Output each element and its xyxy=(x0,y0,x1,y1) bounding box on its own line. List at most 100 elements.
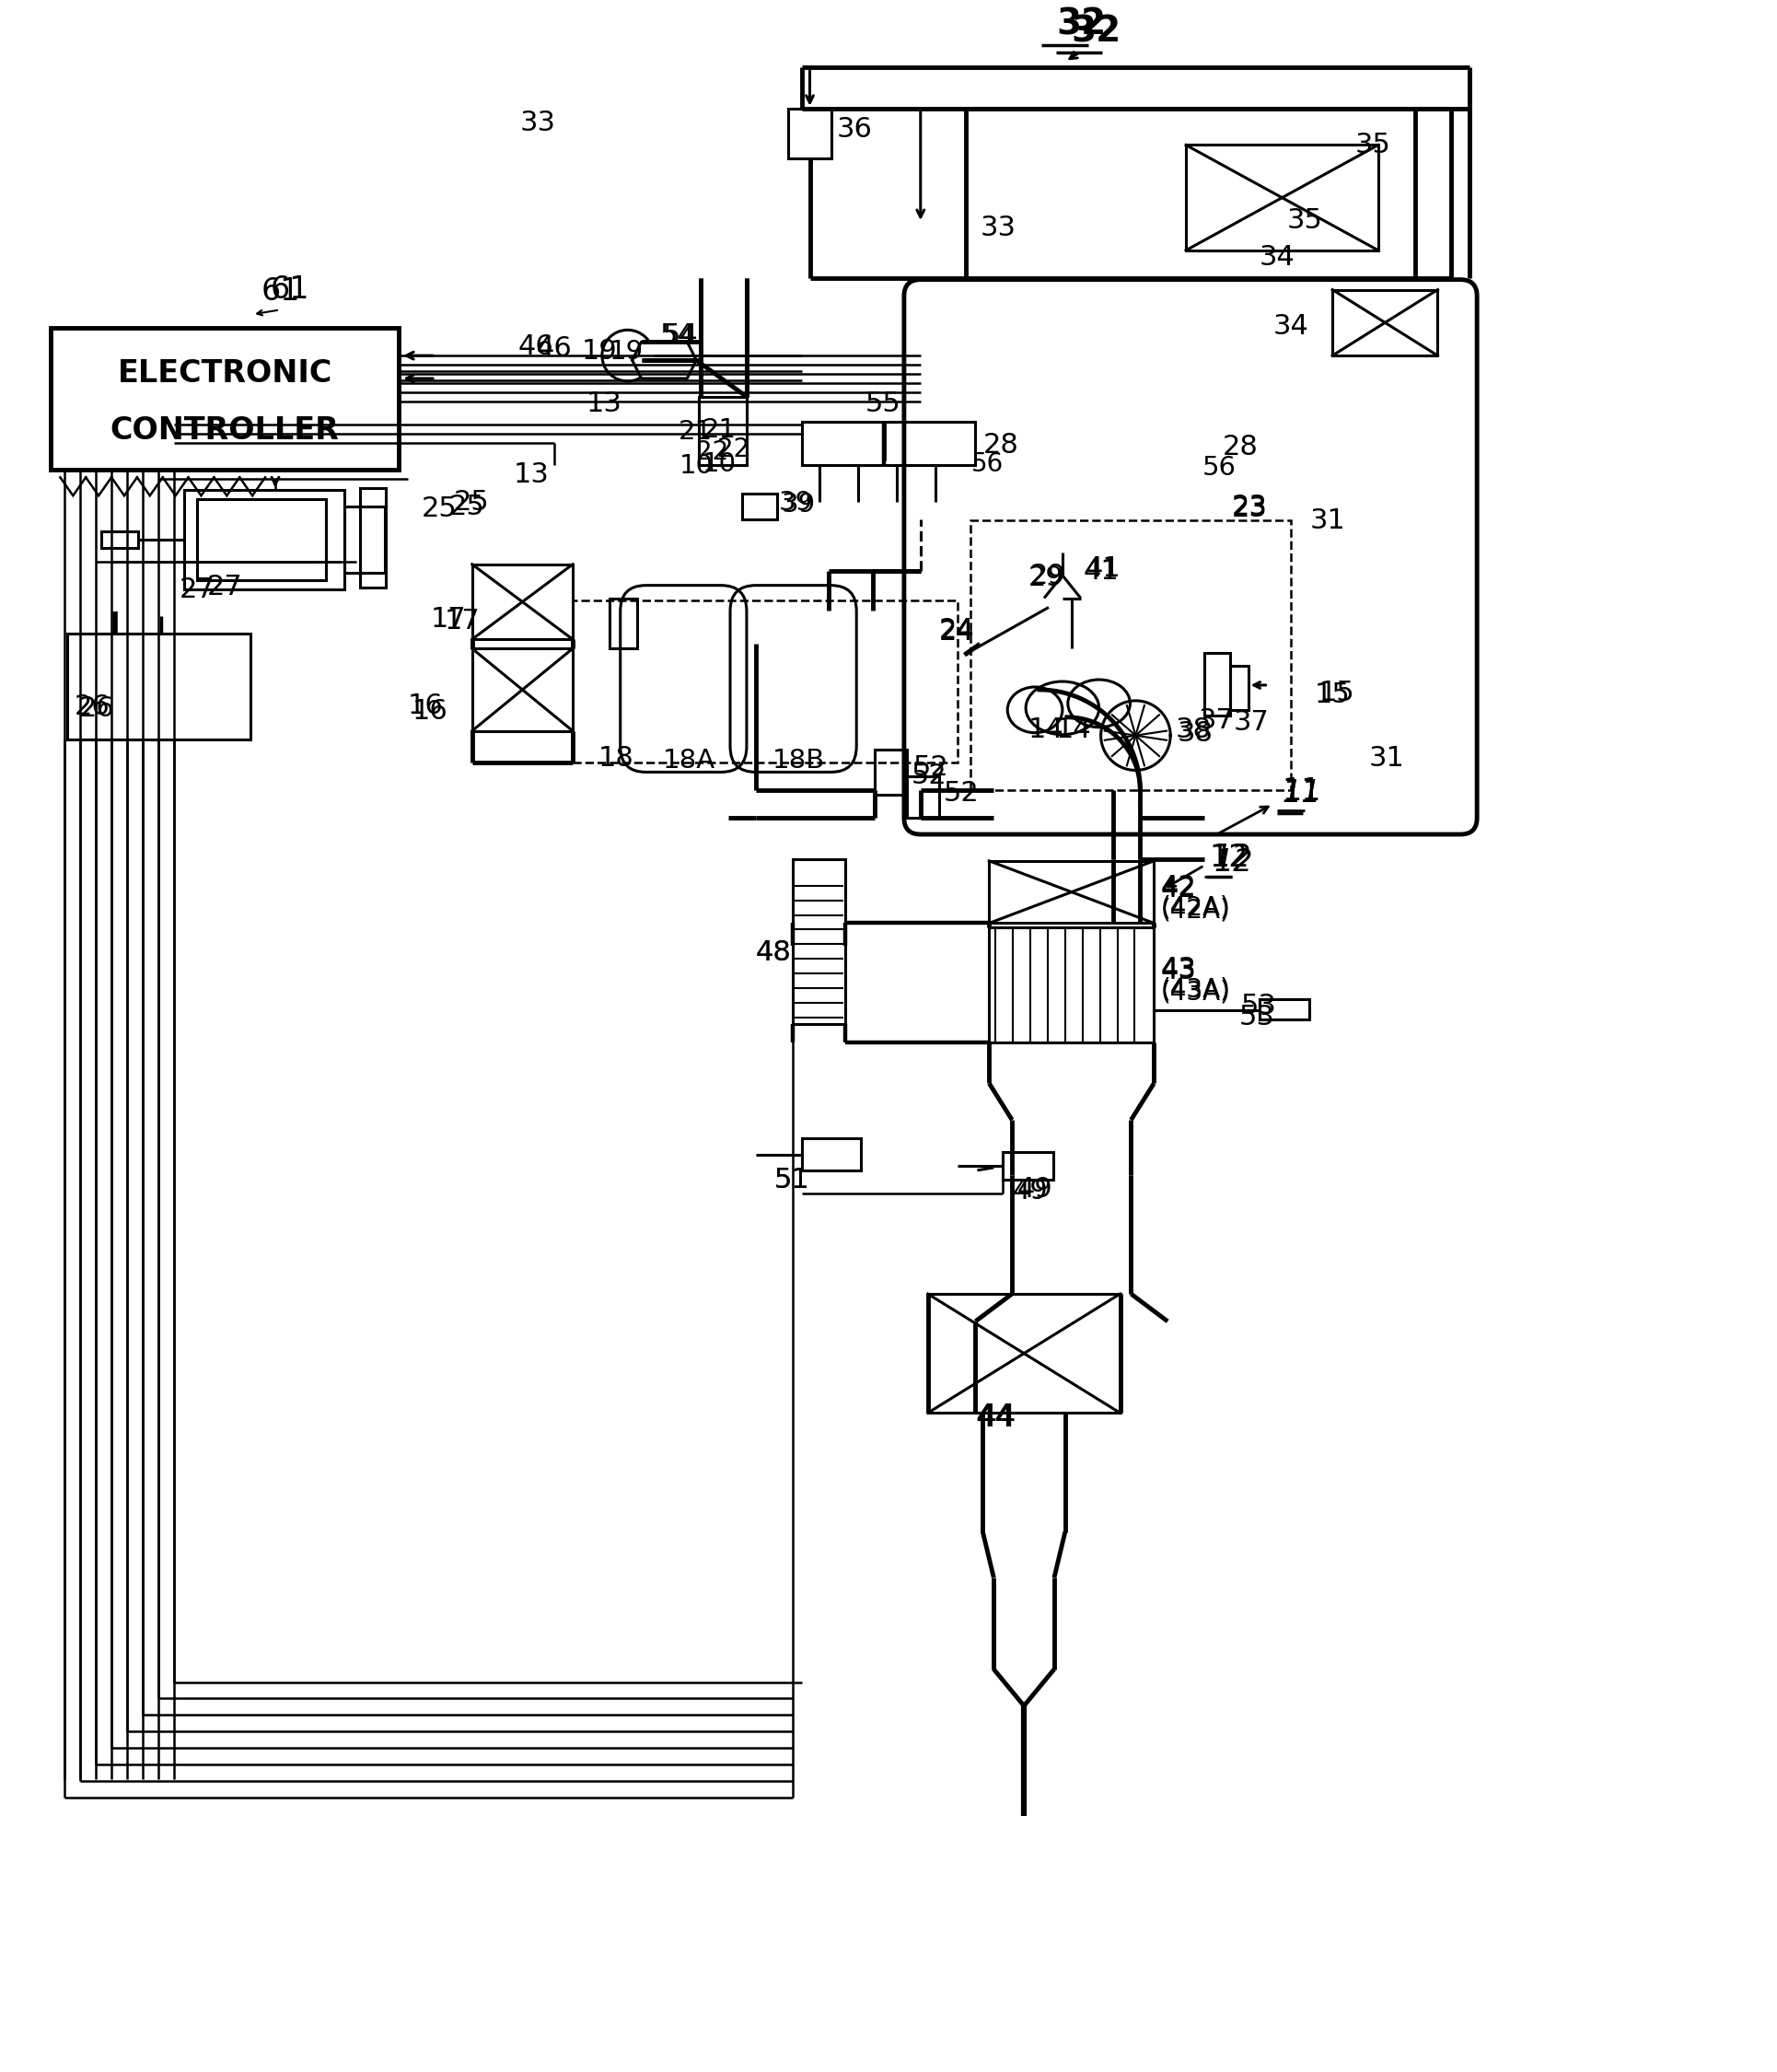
Bar xyxy=(183,491,343,588)
Text: 38: 38 xyxy=(1175,717,1210,742)
Text: 11: 11 xyxy=(1281,779,1320,808)
Bar xyxy=(101,530,139,547)
Bar xyxy=(988,860,1153,924)
Text: 33: 33 xyxy=(979,215,1015,240)
Text: 34: 34 xyxy=(1258,244,1294,271)
Text: 54: 54 xyxy=(663,323,698,350)
Text: 51: 51 xyxy=(773,1167,809,1193)
Bar xyxy=(610,599,636,649)
Text: 22: 22 xyxy=(697,439,729,466)
Bar xyxy=(801,421,976,466)
Text: 26: 26 xyxy=(78,694,114,721)
Text: 52: 52 xyxy=(912,762,947,789)
Bar xyxy=(1331,290,1438,356)
Text: 25: 25 xyxy=(453,489,489,516)
Text: 54: 54 xyxy=(659,323,695,350)
Text: 27: 27 xyxy=(179,576,215,603)
Text: (42A): (42A) xyxy=(1160,897,1230,924)
Text: 24: 24 xyxy=(938,617,974,644)
Text: 61: 61 xyxy=(261,278,300,307)
Text: 12: 12 xyxy=(1208,843,1247,872)
Text: 12: 12 xyxy=(1210,843,1249,872)
Text: 22: 22 xyxy=(716,437,750,462)
Text: 32: 32 xyxy=(1056,6,1105,41)
Text: 17: 17 xyxy=(444,607,480,634)
Text: 29: 29 xyxy=(1031,562,1066,588)
Text: 56: 56 xyxy=(970,452,1002,477)
Text: 33: 33 xyxy=(519,110,554,137)
Polygon shape xyxy=(633,342,697,379)
Bar xyxy=(572,601,956,762)
Bar xyxy=(741,493,777,520)
Text: 43: 43 xyxy=(1160,955,1196,982)
Text: 17: 17 xyxy=(430,607,466,632)
Text: 14: 14 xyxy=(1029,717,1064,742)
Text: 23: 23 xyxy=(1231,493,1267,520)
Text: 15: 15 xyxy=(1319,680,1354,707)
Bar xyxy=(52,327,398,470)
Text: ELECTRONIC: ELECTRONIC xyxy=(117,358,332,390)
Bar xyxy=(361,489,386,586)
Text: 24: 24 xyxy=(938,620,974,646)
Text: 42: 42 xyxy=(1160,874,1196,899)
Text: 18A: 18A xyxy=(663,748,714,775)
Text: 52: 52 xyxy=(944,781,979,806)
Bar xyxy=(970,520,1290,789)
Text: 38: 38 xyxy=(1176,719,1212,746)
Bar xyxy=(965,108,1450,278)
Text: 19: 19 xyxy=(610,340,643,365)
Text: 41: 41 xyxy=(1084,555,1120,582)
Bar xyxy=(343,508,386,572)
Bar xyxy=(787,108,832,160)
Text: 16: 16 xyxy=(407,692,444,719)
Text: 18: 18 xyxy=(599,746,634,773)
Text: 53: 53 xyxy=(1239,1003,1274,1030)
Bar xyxy=(473,564,572,640)
Text: 46: 46 xyxy=(537,336,572,363)
Text: 25: 25 xyxy=(450,493,485,520)
Text: 48: 48 xyxy=(755,939,791,966)
Text: 41: 41 xyxy=(1082,557,1118,584)
Bar xyxy=(1002,1152,1052,1179)
Bar xyxy=(874,750,906,796)
Text: (42A): (42A) xyxy=(1160,895,1230,920)
Text: 32: 32 xyxy=(1072,15,1121,50)
Text: 34: 34 xyxy=(1272,313,1308,340)
Text: 49: 49 xyxy=(1016,1175,1052,1202)
Text: 28: 28 xyxy=(1223,435,1258,460)
Text: 39: 39 xyxy=(782,491,816,518)
Bar xyxy=(698,396,746,466)
Text: 49: 49 xyxy=(1011,1177,1047,1204)
Text: 44: 44 xyxy=(976,1403,1015,1434)
Text: 35: 35 xyxy=(1354,133,1390,160)
Text: 56: 56 xyxy=(1201,456,1235,481)
Text: 29: 29 xyxy=(1029,564,1064,591)
Text: 13: 13 xyxy=(514,462,549,489)
Bar xyxy=(1185,145,1377,251)
Text: 18B: 18B xyxy=(771,748,825,775)
Text: 27: 27 xyxy=(206,574,242,601)
Text: 39: 39 xyxy=(778,489,812,516)
Bar xyxy=(68,634,251,740)
Text: 61: 61 xyxy=(270,276,309,305)
Text: 11: 11 xyxy=(1281,777,1320,806)
Text: 55: 55 xyxy=(865,390,901,416)
Text: 31: 31 xyxy=(1310,508,1345,535)
Text: 21: 21 xyxy=(679,419,713,443)
Text: 46: 46 xyxy=(517,334,553,361)
Bar xyxy=(988,928,1153,1042)
Text: (43A): (43A) xyxy=(1160,978,1230,1003)
Text: 15: 15 xyxy=(1313,682,1349,709)
Text: 21: 21 xyxy=(702,416,736,443)
Text: 25: 25 xyxy=(421,495,457,522)
Text: 44: 44 xyxy=(977,1403,1016,1434)
Bar xyxy=(1230,665,1247,711)
Text: 28: 28 xyxy=(983,433,1018,460)
Text: 12: 12 xyxy=(1212,847,1253,876)
Bar xyxy=(928,1293,1120,1413)
Text: 26: 26 xyxy=(75,694,110,719)
Text: 43: 43 xyxy=(1160,957,1196,984)
Text: 13: 13 xyxy=(586,390,622,416)
Bar xyxy=(793,860,846,1024)
Bar xyxy=(1203,653,1230,715)
